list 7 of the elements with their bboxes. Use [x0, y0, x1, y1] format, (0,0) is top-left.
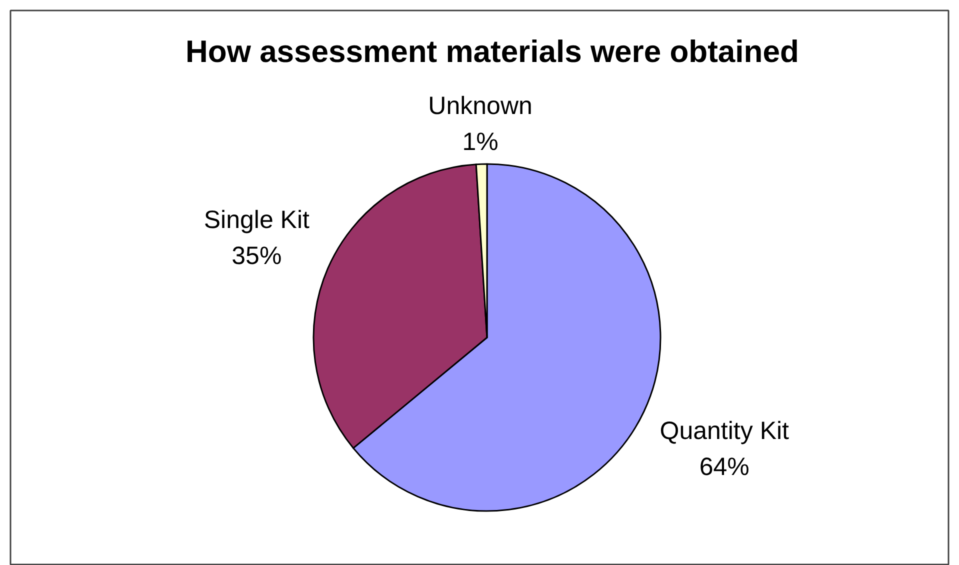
data-label: 64% — [699, 453, 750, 482]
data-label: 35% — [232, 242, 282, 270]
data-label: 1% — [462, 128, 498, 156]
slice-label: Quantity Kit — [660, 417, 790, 446]
slice-label: Unknown — [428, 92, 532, 120]
chart-title: How assessment materials were obtained — [186, 34, 799, 69]
slice-label: Single Kit — [204, 206, 310, 234]
